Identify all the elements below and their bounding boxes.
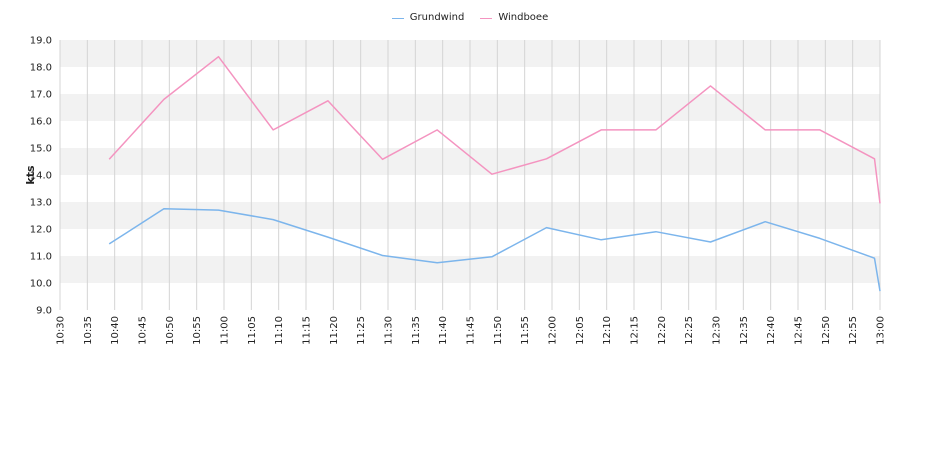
x-tick-label: 12:00 — [548, 316, 559, 345]
legend-swatch — [391, 17, 404, 19]
y-tick-label: 11.0 — [30, 252, 52, 263]
x-tick-label: 12:20 — [657, 316, 668, 345]
y-tick-label: 9.0 — [36, 306, 52, 317]
y-tick-label: 19.0 — [30, 36, 52, 47]
legend-swatch — [480, 17, 493, 19]
x-tick-label: 12:05 — [575, 316, 586, 345]
x-axis-tick-labels: 10:30 10:35 10:40 10:45 10:50 10:55 11:00 11:05… — [56, 316, 887, 345]
x-tick-label: 11:15 — [302, 316, 313, 345]
x-tick-label: 11:05 — [247, 316, 258, 345]
x-tick-label: 11:45 — [466, 316, 477, 345]
y-tick-label: 12.0 — [30, 225, 52, 236]
x-tick-label: 11:55 — [520, 316, 531, 345]
y-axis-tick-labels: 9.0 10.0 11.0 12.0 13.0 14.0 15.0 16.0 17.0 18.0 1… — [30, 36, 52, 317]
y-tick-label: 17.0 — [30, 90, 52, 101]
y-tick-label: 15.0 — [30, 144, 52, 155]
x-tick-label: 12:45 — [794, 316, 805, 345]
x-tick-label: 11:40 — [438, 316, 449, 345]
x-tick-label: 12:10 — [602, 316, 613, 345]
x-tick-label: 10:50 — [165, 316, 176, 345]
y-axis-label: kts — [24, 165, 37, 185]
legend-label: Windboee — [498, 12, 549, 23]
x-tick-label: 10:30 — [56, 316, 67, 345]
legend-item-windboee[interactable]: Windboee — [480, 12, 548, 23]
legend-label: Grundwind — [409, 12, 465, 23]
series-line-windboee — [108, 55, 881, 204]
x-tick-label: 11:10 — [274, 316, 285, 345]
x-tick-label: 11:35 — [411, 316, 422, 345]
x-tick-label: 11:00 — [220, 316, 231, 345]
vertical-gridlines — [59, 40, 881, 310]
x-tick-label: 12:50 — [821, 316, 832, 345]
x-tick-label: 11:30 — [384, 316, 395, 345]
x-tick-label: 10:35 — [83, 316, 94, 345]
x-tick-label: 10:55 — [192, 316, 203, 345]
series-line-grundwind — [108, 208, 881, 292]
x-tick-label: 11:20 — [329, 316, 340, 345]
x-tick-label: 12:30 — [712, 316, 723, 345]
y-tick-label: 14.0 — [30, 171, 52, 182]
x-tick-label: 12:55 — [848, 316, 859, 345]
x-tick-label: 10:40 — [110, 316, 121, 345]
y-tick-label: 13.0 — [30, 198, 52, 209]
x-tick-label: 13:00 — [876, 316, 887, 345]
legend-item-grundwind[interactable]: Grundwind — [391, 12, 465, 23]
chart-legend: Grundwind Windboee — [0, 12, 940, 24]
x-tick-label: 12:15 — [630, 316, 641, 345]
x-tick-label: 10:45 — [138, 316, 149, 345]
y-tick-label: 10.0 — [30, 279, 52, 290]
x-tick-label: 12:40 — [766, 316, 777, 345]
series-lines — [108, 55, 881, 292]
x-tick-label: 12:35 — [739, 316, 750, 345]
x-tick-label: 11:50 — [493, 316, 504, 345]
y-tick-label: 16.0 — [30, 117, 52, 128]
y-tick-label: 18.0 — [30, 63, 52, 74]
x-tick-label: 12:25 — [684, 316, 695, 345]
x-tick-label: 11:25 — [356, 316, 367, 345]
